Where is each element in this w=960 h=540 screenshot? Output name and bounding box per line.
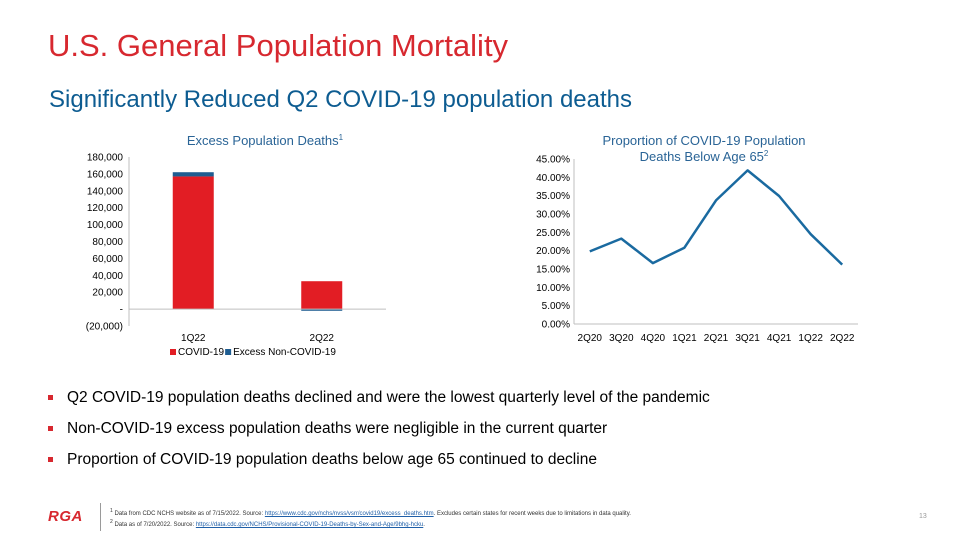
- y-tick-label: 60,000: [92, 254, 123, 265]
- y-tick-label: 45.00%: [536, 155, 570, 166]
- logo-divider: [100, 503, 101, 531]
- line-chart-title-line1: Proportion of COVID-19 Population: [602, 133, 805, 148]
- footnotes: 1 Data from CDC NCHS website as of 7/15/…: [110, 507, 631, 529]
- slide-subtitle: Significantly Reduced Q2 COVID-19 popula…: [49, 86, 633, 113]
- x-tick-label: 1Q22: [181, 333, 206, 344]
- y-tick-label: 160,000: [87, 169, 124, 180]
- footnote-1-link[interactable]: https://www.cdc.gov/nchs/nvss/vsrr/covid…: [264, 511, 434, 517]
- bullet-marker: [48, 457, 53, 462]
- bullet-text: Q2 COVID-19 population deaths declined a…: [67, 389, 710, 406]
- slide-title: U.S. General Population Mortality: [48, 28, 509, 63]
- x-tick-label: 4Q20: [641, 333, 666, 344]
- x-tick-label: 2Q22: [310, 333, 335, 344]
- y-tick-label: 140,000: [87, 186, 124, 197]
- x-tick-label: 2Q20: [578, 333, 603, 344]
- y-tick-label: 80,000: [92, 237, 123, 248]
- x-tick-label: 3Q20: [609, 333, 634, 344]
- bar-segment: [301, 309, 343, 311]
- y-tick-label: 40,000: [92, 271, 123, 282]
- legend-label: COVID-19: [178, 347, 225, 358]
- bar-segment: [172, 176, 214, 310]
- footnote-1: 1 Data from CDC NCHS website as of 7/15/…: [110, 508, 631, 517]
- x-tick-label: 4Q21: [767, 333, 792, 344]
- y-tick-label: 0.00%: [542, 320, 570, 331]
- x-tick-label: 1Q22: [798, 333, 823, 344]
- excess-deaths-bar-chart: Excess Population Deaths1 (20,000) - 20,00…: [86, 133, 386, 358]
- bar-segment: [301, 281, 343, 310]
- bullet-list: Q2 COVID-19 population deaths declined a…: [48, 385, 710, 478]
- bullet-text: Non-COVID-19 excess population deaths we…: [67, 420, 608, 437]
- y-tick-label: 180,000: [87, 153, 124, 164]
- x-tick-label: 1Q21: [672, 333, 697, 344]
- y-tick-label: 15.00%: [536, 265, 570, 276]
- bullet-marker: [48, 395, 53, 400]
- footnote-2: 2 Data as of 7/20/2022. Source: https://…: [110, 519, 425, 528]
- rga-logo: RGA: [48, 508, 83, 525]
- y-tick-label: -: [120, 305, 123, 316]
- bar-chart-title: Excess Population Deaths1: [187, 133, 344, 148]
- bullet-item: Non-COVID-19 excess population deaths we…: [48, 416, 710, 447]
- y-tick-label: 20.00%: [536, 246, 570, 257]
- page-number: 13: [919, 513, 927, 520]
- legend-label: Excess Non-COVID-19: [233, 347, 336, 358]
- y-tick-label: 100,000: [87, 220, 124, 231]
- x-tick-label: 2Q22: [830, 333, 855, 344]
- y-tick-label: (20,000): [86, 322, 123, 333]
- legend-swatch: [170, 349, 176, 355]
- covid-under65-line-chart: Proportion of COVID-19 Population Deaths…: [536, 133, 858, 344]
- x-tick-label: 2Q21: [704, 333, 729, 344]
- bullet-marker: [48, 426, 53, 431]
- bullet-item: Proportion of COVID-19 population deaths…: [48, 447, 710, 478]
- legend-swatch: [225, 349, 232, 355]
- bar-segment: [172, 172, 214, 177]
- y-tick-label: 120,000: [87, 203, 124, 214]
- y-tick-label: 40.00%: [536, 173, 570, 184]
- line-chart-title-line2: Deaths Below Age 652: [640, 149, 769, 164]
- bullet-item: Q2 COVID-19 population deaths declined a…: [48, 385, 710, 416]
- y-tick-label: 25.00%: [536, 228, 570, 239]
- y-tick-label: 20,000: [92, 288, 123, 299]
- x-tick-label: 3Q21: [735, 333, 760, 344]
- y-tick-label: 30.00%: [536, 210, 570, 221]
- y-tick-label: 5.00%: [542, 301, 570, 312]
- series-line: [589, 169, 844, 266]
- bullet-text: Proportion of COVID-19 population deaths…: [67, 451, 597, 468]
- y-tick-label: 35.00%: [536, 191, 570, 202]
- footnote-2-link[interactable]: https://data.cdc.gov/NCHS/Provisional-CO…: [195, 522, 424, 528]
- y-tick-label: 10.00%: [536, 283, 570, 294]
